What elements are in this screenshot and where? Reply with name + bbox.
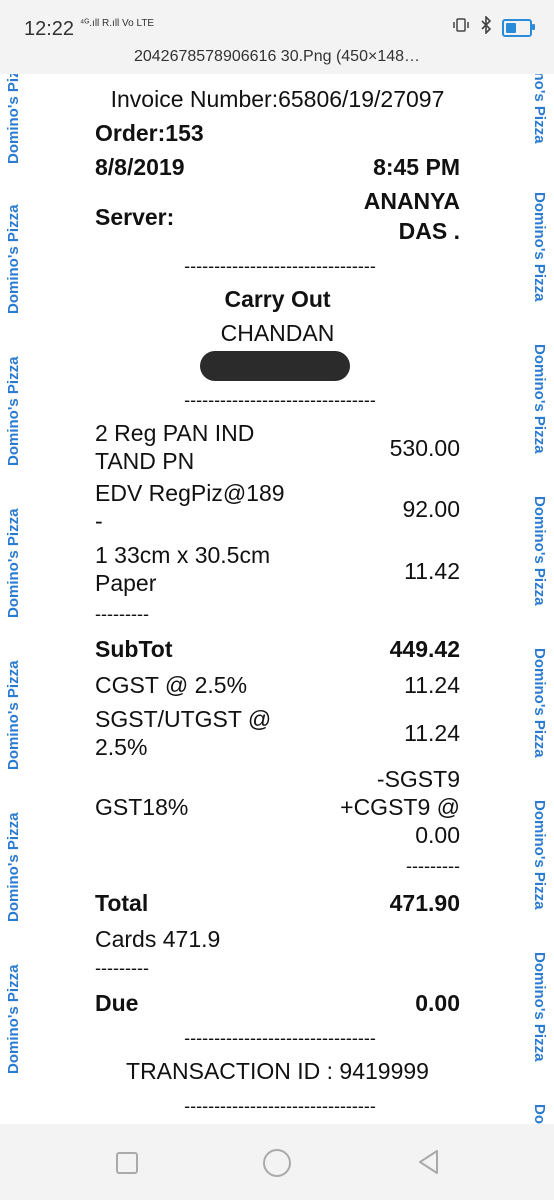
date-time-row: 8/8/2019 8:45 PM bbox=[95, 154, 460, 181]
status-time: 12:22 bbox=[24, 18, 75, 40]
left-watermark-strip: Domino's Pizza Domino's Pizza Domino's P… bbox=[0, 74, 30, 1124]
server-name-1: ANANYA bbox=[363, 188, 460, 214]
watermark-text: Domino's Pizza bbox=[5, 660, 22, 770]
sgst-label-2: 2.5% bbox=[95, 734, 148, 760]
transaction-id: TRANSACTION ID : 9419999 bbox=[126, 1058, 429, 1084]
subtotal-value: 449.42 bbox=[389, 636, 460, 662]
watermark-text: Domino's Pizza bbox=[531, 648, 548, 758]
gst-divider: --------- bbox=[406, 856, 460, 876]
watermark-text: Domino's Pizza bbox=[531, 344, 548, 454]
watermark-text: Domino's Pizza bbox=[531, 800, 548, 910]
divider: -------------------------------- bbox=[184, 256, 376, 276]
watermark-text: Domino's Pizza bbox=[531, 496, 548, 606]
back-icon bbox=[419, 1150, 438, 1174]
divider: -------------------------------- bbox=[184, 1028, 376, 1048]
gst-value-2: +CGST9 @ bbox=[340, 794, 460, 820]
watermark-text: Domino's Pizza bbox=[5, 964, 22, 1074]
item-2-line1: EDV RegPiz@189 bbox=[95, 480, 285, 506]
server-name-2: DAS . bbox=[398, 218, 460, 244]
total-label: Total bbox=[95, 890, 149, 916]
subtotal-row: SubTot 449.42 bbox=[95, 636, 460, 663]
watermark-text: Domino's Pizza bbox=[531, 74, 548, 144]
watermark-text: Domino's Pizza bbox=[531, 1104, 548, 1124]
item-3-line1: 1 33cm x 30.5cm bbox=[95, 542, 271, 568]
order-time: 8:45 PM bbox=[373, 154, 460, 180]
watermark-text: Domino's Pizza bbox=[531, 952, 548, 1062]
watermark-text: Domino's Pizza bbox=[5, 508, 22, 618]
status-bar: 12:22 ⁴ᴳ.ıll R.ıll Vo LTE 20426785789066… bbox=[0, 0, 554, 65]
item-1-line1: 2 Reg PAN IND bbox=[95, 420, 255, 446]
cgst-value: 11.24 bbox=[404, 672, 460, 698]
vibrate-icon bbox=[452, 17, 470, 38]
navigation-bar bbox=[0, 1124, 554, 1200]
sgst-label-1: SGST/UTGST @ bbox=[95, 706, 272, 732]
watermark-text: Domino's Pizza bbox=[5, 204, 22, 314]
short-divider: --------- bbox=[95, 958, 149, 978]
gst-label: GST18% bbox=[95, 794, 189, 820]
short-divider: --------- bbox=[95, 604, 149, 624]
due-value: 0.00 bbox=[415, 990, 460, 1016]
watermark-text: Domino's Pizza bbox=[5, 356, 22, 466]
item-1-line2: TAND PN bbox=[95, 448, 195, 474]
gst-value-1: -SGST9 bbox=[376, 766, 460, 792]
right-watermark-strip: Domino's Pizza Domino's Pizza Domino's P… bbox=[524, 74, 554, 1124]
watermark-text: Domino's Pizza bbox=[531, 192, 548, 302]
divider: -------------------------------- bbox=[184, 390, 376, 410]
server-label: Server: bbox=[95, 204, 175, 230]
image-title: 2042678578906616 30.Png (450×148… bbox=[133, 48, 421, 65]
item-2-line2: - bbox=[95, 508, 103, 534]
battery-icon bbox=[502, 18, 535, 37]
watermark-text: Domino's Pizza bbox=[5, 74, 22, 164]
divider: -------------------------------- bbox=[184, 1096, 376, 1116]
invoice-number: Invoice Number:65806/19/27097 bbox=[110, 86, 445, 112]
gst-value-3: 0.00 bbox=[415, 822, 460, 848]
receipt-image: Domino's Pizza Domino's Pizza Domino's P… bbox=[0, 74, 554, 1124]
cgst-row: CGST @ 2.5% 11.24 bbox=[95, 672, 460, 699]
cards-payment: Cards 471.9 bbox=[95, 926, 221, 952]
sgst-value: 11.24 bbox=[404, 720, 460, 746]
item-3-line2: Paper bbox=[95, 570, 157, 596]
watermark-text: Domino's Pizza bbox=[5, 812, 22, 922]
subtotal-label: SubTot bbox=[95, 636, 173, 662]
item-1-price: 530.00 bbox=[389, 435, 460, 461]
customer-name: CHANDAN bbox=[220, 320, 335, 346]
total-value: 471.90 bbox=[389, 890, 460, 916]
item-3-price: 11.42 bbox=[404, 558, 460, 584]
due-row: Due 0.00 bbox=[95, 990, 460, 1017]
cgst-label: CGST @ 2.5% bbox=[95, 672, 248, 698]
status-icons bbox=[452, 15, 535, 39]
order-number: Order:153 bbox=[95, 120, 204, 146]
redaction-bar bbox=[200, 351, 350, 381]
back-button[interactable] bbox=[415, 1148, 443, 1176]
network-indicator: ⁴ᴳ.ıll R.ıll Vo LTE bbox=[80, 18, 155, 29]
total-row: Total 471.90 bbox=[95, 890, 460, 917]
recent-apps-button[interactable] bbox=[116, 1152, 138, 1174]
order-mode: Carry Out bbox=[224, 286, 331, 312]
item-2-price: 92.00 bbox=[402, 496, 460, 522]
bluetooth-icon bbox=[480, 15, 492, 39]
home-button[interactable] bbox=[263, 1149, 291, 1177]
due-label: Due bbox=[95, 990, 139, 1016]
order-date: 8/8/2019 bbox=[95, 154, 185, 180]
